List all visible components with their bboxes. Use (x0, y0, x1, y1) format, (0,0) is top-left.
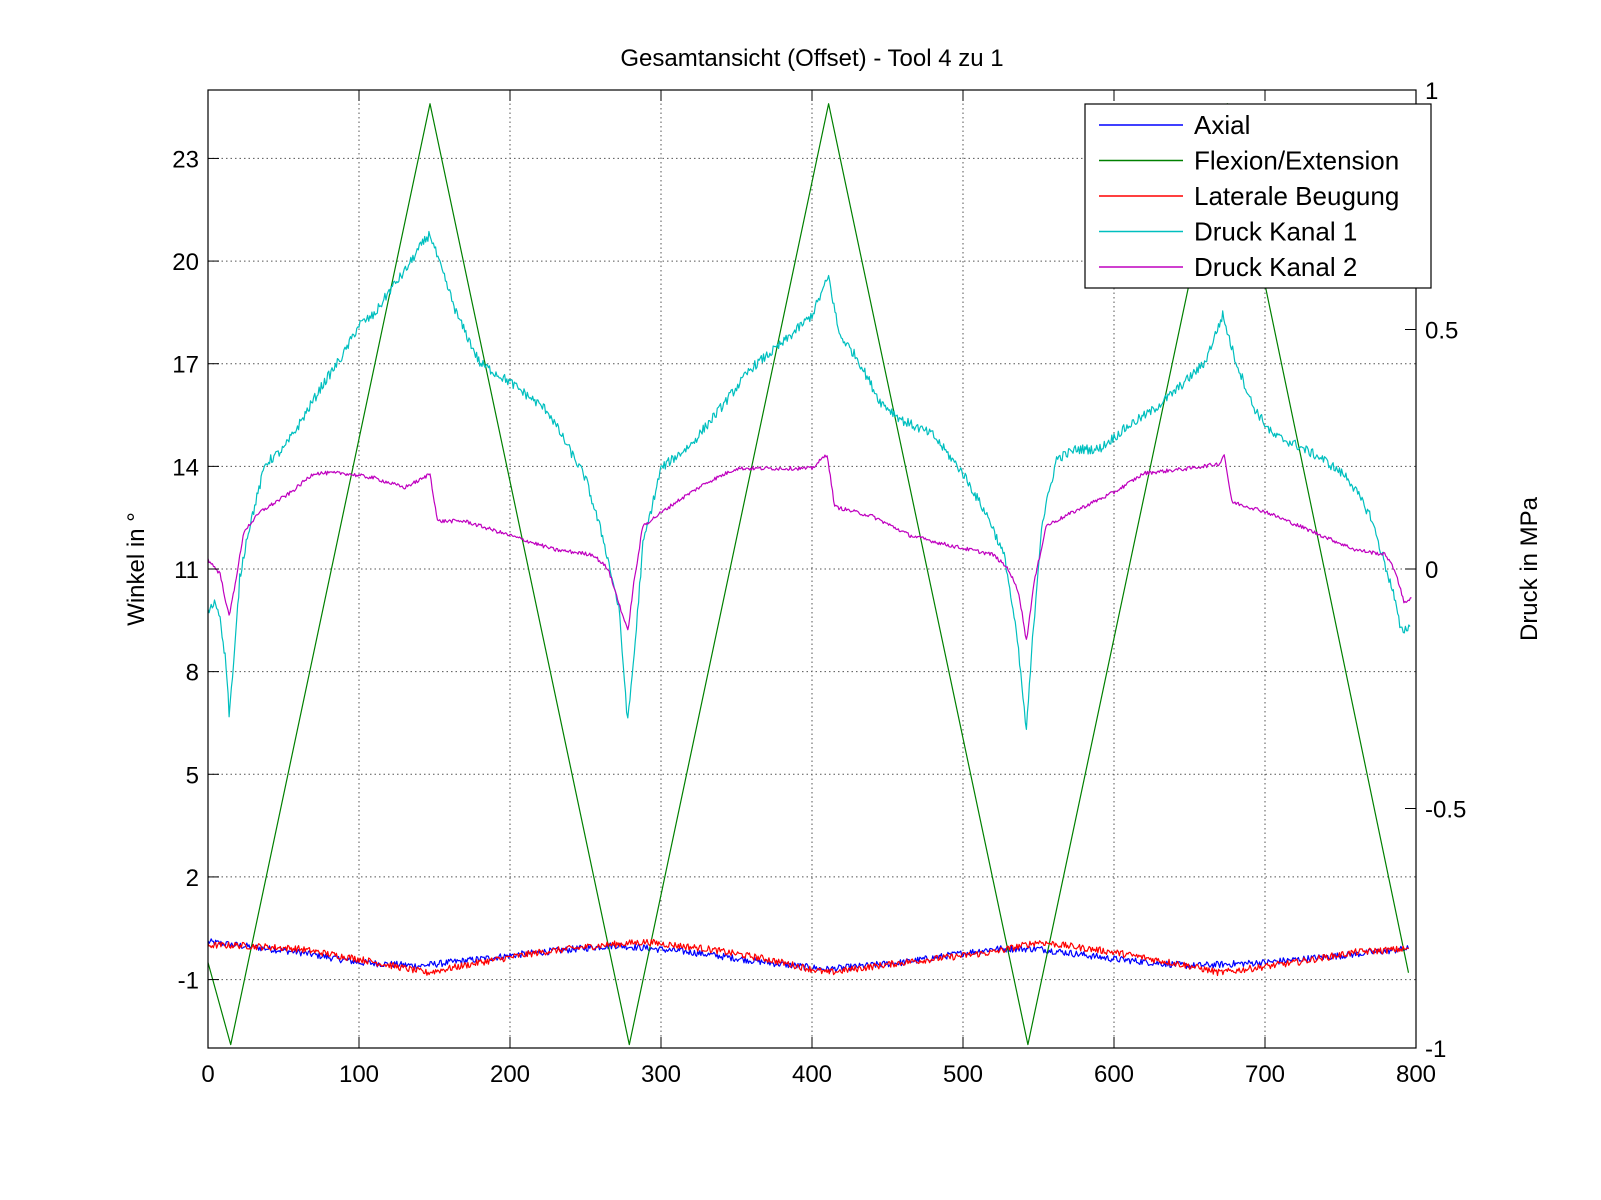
x-tick-label: 800 (1396, 1061, 1436, 1088)
y-tick-label: 17 (172, 352, 199, 379)
y-axis-label: Winkel in ° (123, 512, 150, 626)
legend-entry: Druck Kanal 1 (1194, 217, 1357, 247)
x-tick-label: 100 (339, 1061, 379, 1088)
series-line-laterale-beugung (207, 938, 1409, 977)
x-tick-label: 700 (1245, 1061, 1285, 1088)
y2-axis-label: Druck in MPa (1516, 496, 1543, 641)
y-tick-label: 2 (186, 865, 199, 892)
series-line-druck-kanal-1 (207, 230, 1411, 731)
x-tick-label: 600 (1094, 1061, 1134, 1088)
legend: Axial Flexion/Extension Laterale Beugung Dr… (1084, 103, 1432, 289)
x-tick-label: 500 (943, 1061, 983, 1088)
y-tick-label: 8 (186, 660, 199, 687)
chart-title: Gesamtansicht (Offset) - Tool 4 zu 1 (620, 45, 1003, 72)
y2-tick-label: 1 (1425, 78, 1438, 105)
grid (208, 90, 1416, 1048)
x-tick-label: 300 (641, 1061, 681, 1088)
y2-tick-label: 0.5 (1425, 318, 1458, 345)
y-tick-label: 20 (172, 249, 199, 276)
y-tick-label: 14 (172, 454, 199, 481)
x-tick-label: 0 (201, 1061, 214, 1088)
y-tick-label: -1 (178, 968, 199, 995)
y-tick-label: 11 (174, 557, 199, 584)
legend-entry: Flexion/Extension (1194, 146, 1399, 176)
ticks: 0 100 200 300 400 500 600 700 800-12581114172023… (172, 78, 1466, 1088)
y-tick-label: 23 (172, 146, 199, 173)
legend-entry: Laterale Beugung (1194, 181, 1399, 211)
y-tick-label: 5 (186, 762, 199, 789)
x-tick-label: 200 (490, 1061, 530, 1088)
y2-tick-label: 0 (1425, 557, 1438, 584)
series-line-axial (207, 938, 1410, 973)
legend-entry: Axial (1194, 110, 1250, 140)
legend-entry: Druck Kanal 2 (1194, 252, 1357, 282)
y2-tick-label: -0.5 (1425, 797, 1466, 824)
series-line-druck-kanal-2 (207, 454, 1412, 640)
y2-tick-label: -1 (1425, 1036, 1446, 1063)
x-tick-label: 400 (792, 1061, 832, 1088)
